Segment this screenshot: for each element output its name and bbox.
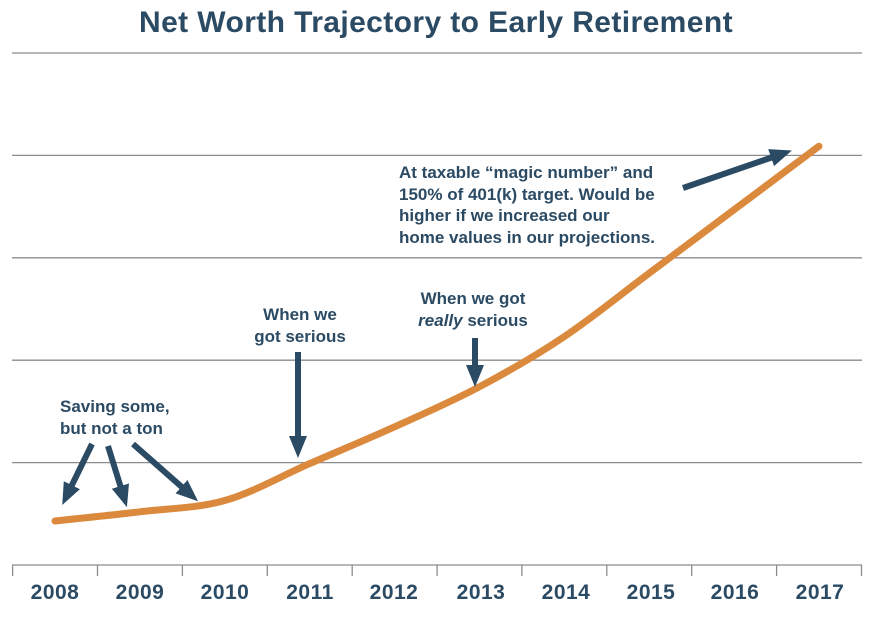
x-axis-labels: 2008 2009 2010 2011 2012 2013 2014 2015 …: [0, 581, 872, 611]
annotation-line: but not a ton: [60, 419, 163, 438]
x-axis-label: 2015: [626, 581, 676, 604]
annotation-arrows: [62, 149, 792, 508]
x-axis-label: 2014: [541, 581, 591, 604]
annotation-got-serious: When we got serious: [248, 304, 352, 348]
x-axis-label: 2009: [115, 581, 165, 604]
annotation-line: When we got: [420, 289, 526, 308]
magic-number-arrow-icon: [682, 149, 792, 191]
x-axis-label: 2008: [30, 581, 80, 604]
x-axis-label: 2011: [286, 581, 334, 604]
annotation-italic-word: really: [418, 311, 463, 330]
annotation-line-rest: serious: [467, 311, 528, 330]
saving-arrow-middle-icon: [105, 445, 130, 508]
annotation-line: home values in our projections.: [399, 227, 655, 247]
x-axis-label: 2017: [795, 581, 845, 604]
annotation-line: really serious: [406, 310, 540, 332]
x-axis-label: 2012: [369, 581, 419, 604]
annotation-line: got serious: [254, 327, 346, 346]
saving-arrow-right-icon: [131, 441, 199, 502]
annotation-line: Saving some,: [60, 397, 170, 416]
saving-arrow-left-icon: [62, 442, 95, 505]
annotation-line: When we: [263, 305, 337, 324]
annotation-line: higher if we increased our: [399, 206, 610, 225]
net-worth-line: [51, 142, 823, 525]
annotation-saving-some: Saving some, but not a ton: [60, 396, 170, 440]
annotation-line: 150% of 401(k) target. Would be: [399, 184, 655, 204]
annotation-really-serious: When we got really serious: [406, 288, 540, 332]
x-axis-label: 2013: [456, 581, 506, 604]
x-axis-label: 2010: [200, 581, 250, 604]
x-axis-ticks: [11, 565, 863, 576]
chart-title: Net Worth Trajectory to Early Retirement: [139, 6, 733, 39]
annotation-magic-number: At taxable “magic number” and 150% of 40…: [399, 162, 655, 248]
annotation-line: At taxable “magic number” and: [399, 163, 654, 182]
x-axis-label: 2016: [710, 581, 760, 604]
